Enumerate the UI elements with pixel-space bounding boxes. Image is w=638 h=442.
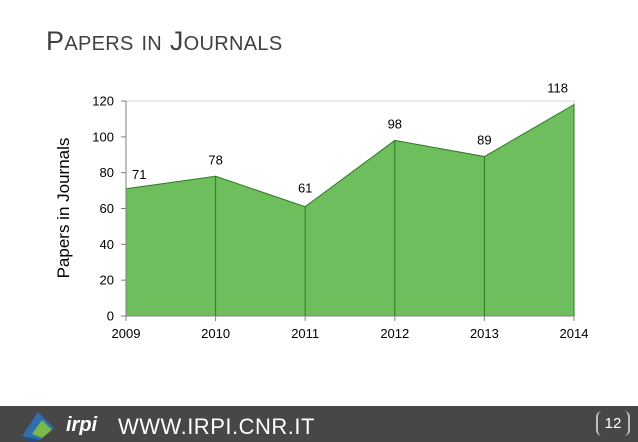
x-tick-label: 2010 — [201, 326, 230, 341]
y-tick-label: 100 — [92, 129, 114, 144]
data-point — [215, 175, 217, 177]
x-tick-label: 2011 — [291, 326, 319, 341]
data-label: 61 — [298, 181, 312, 196]
data-label: 71 — [132, 167, 146, 182]
area-chart: 0 20 40 60 80 100 120 2009 2010 2011 2012 2013 2014 7… — [54, 81, 589, 341]
data-point — [394, 139, 396, 141]
data-label: 78 — [208, 152, 222, 167]
data-point — [304, 206, 306, 208]
footer-url-link[interactable]: WWW.IRPI.CNR.IT — [118, 414, 315, 439]
y-tick-label: 60 — [100, 201, 114, 216]
x-tick-label: 2014 — [560, 326, 589, 341]
y-tick-label: 80 — [100, 165, 114, 180]
y-tick-label: 40 — [100, 237, 114, 252]
area-series — [125, 103, 575, 317]
x-tick-label: 2013 — [470, 326, 499, 341]
data-label: 98 — [388, 116, 402, 131]
logo-text: irpi — [66, 414, 98, 436]
x-tick-label: 2012 — [380, 326, 409, 341]
footer-bar: irpi WWW.IRPI.CNR.IT 12 — [0, 406, 638, 442]
x-tick-label: 2009 — [112, 326, 141, 341]
y-tick-label: 0 — [107, 309, 114, 324]
title-word-2: IN — [141, 33, 163, 55]
y-tick-label: 120 — [92, 94, 114, 109]
data-label: 89 — [477, 133, 491, 148]
y-axis-label: Papers in Journals — [54, 138, 73, 279]
title-word-1: PAPERS — [46, 26, 134, 56]
data-point — [483, 156, 485, 158]
irpi-logo-icon — [22, 412, 54, 442]
data-point — [573, 104, 575, 106]
slide-title: PAPERS IN JOURNALS — [46, 26, 282, 57]
data-label: 118 — [547, 81, 568, 96]
page-number: 12 — [596, 411, 630, 436]
title-word-3: JOURNALS — [169, 26, 283, 56]
y-tick-label: 20 — [100, 273, 114, 288]
